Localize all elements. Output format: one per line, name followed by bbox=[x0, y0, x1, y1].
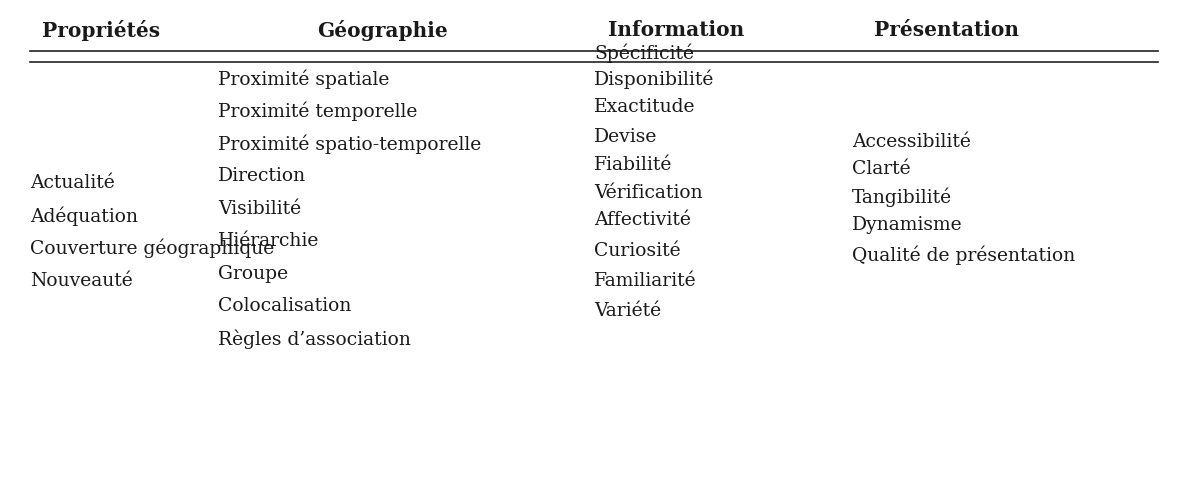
Text: Propriétés: Propriétés bbox=[42, 20, 160, 41]
Text: Nouveauté: Nouveauté bbox=[31, 272, 133, 290]
Text: Disponibilité: Disponibilité bbox=[594, 69, 714, 88]
Text: Spécificité: Spécificité bbox=[594, 43, 694, 63]
Text: Visibilité: Visibilité bbox=[219, 200, 302, 218]
Text: Tangibilité: Tangibilité bbox=[852, 187, 953, 207]
Text: Géographie: Géographie bbox=[317, 20, 448, 41]
Text: Accessibilité: Accessibilité bbox=[852, 132, 971, 151]
Text: Dynamisme: Dynamisme bbox=[852, 216, 963, 234]
Text: Hiérarchie: Hiérarchie bbox=[219, 232, 320, 250]
Text: Groupe: Groupe bbox=[219, 265, 289, 283]
Text: Familiarité: Familiarité bbox=[594, 272, 696, 290]
Text: Variété: Variété bbox=[594, 302, 662, 320]
Text: Règles d’association: Règles d’association bbox=[219, 329, 411, 348]
Text: Adéquation: Adéquation bbox=[31, 206, 139, 226]
Text: Information: Information bbox=[608, 20, 745, 40]
Text: Clarté: Clarté bbox=[852, 161, 911, 178]
Text: Colocalisation: Colocalisation bbox=[219, 297, 352, 315]
Text: Curiosité: Curiosité bbox=[594, 241, 681, 260]
Text: Fiabilité: Fiabilité bbox=[594, 156, 672, 174]
Text: Proximité spatiale: Proximité spatiale bbox=[219, 69, 390, 88]
Text: Présentation: Présentation bbox=[873, 20, 1019, 40]
Text: Proximité spatio-temporelle: Proximité spatio-temporelle bbox=[219, 134, 481, 153]
Text: Proximité temporelle: Proximité temporelle bbox=[219, 102, 418, 121]
Text: Devise: Devise bbox=[594, 128, 657, 146]
Text: Couverture géographique: Couverture géographique bbox=[31, 239, 274, 258]
Text: Qualité de présentation: Qualité de présentation bbox=[852, 246, 1075, 265]
Text: Direction: Direction bbox=[219, 167, 307, 185]
Text: Vérification: Vérification bbox=[594, 184, 702, 202]
Text: Exactitude: Exactitude bbox=[594, 98, 695, 116]
Text: Affectivité: Affectivité bbox=[594, 211, 691, 229]
Text: Actualité: Actualité bbox=[31, 174, 115, 192]
